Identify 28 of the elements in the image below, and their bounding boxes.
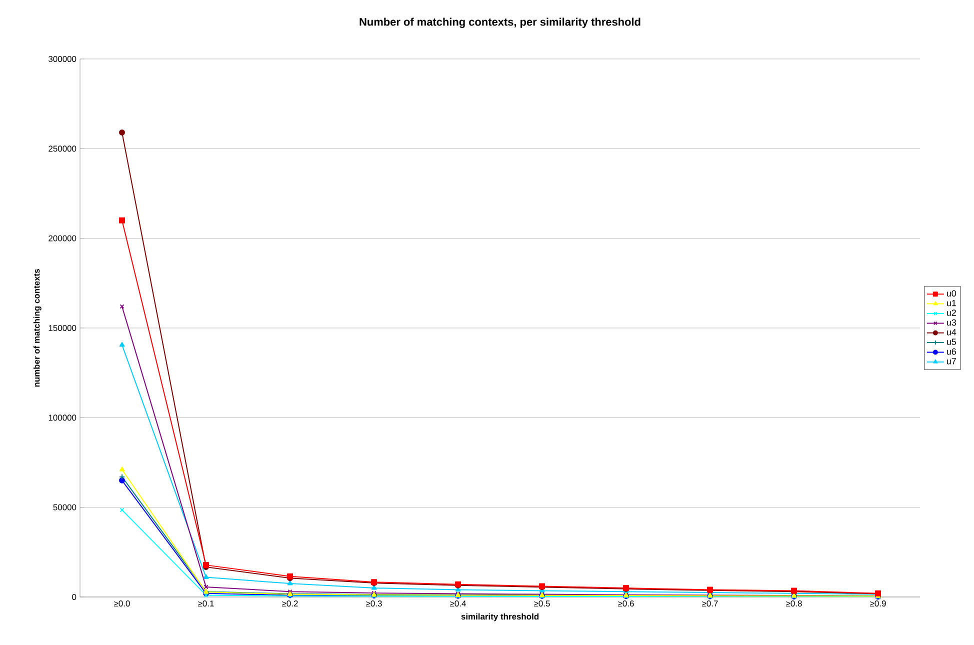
x-tick-label: ≥0.5 [534, 600, 550, 606]
legend-label: u6 [947, 348, 956, 355]
legend-label: u5 [947, 338, 956, 345]
y-axis-title: number of matching contexts [33, 269, 42, 387]
x-tick-label: ≥0.3 [366, 600, 382, 606]
legend-label: u4 [947, 329, 956, 336]
y-tick-label: 300000 [48, 56, 76, 62]
x-tick-label: ≥0.0 [114, 600, 130, 606]
x-tick-label: ≥0.7 [702, 600, 718, 606]
x-tick-label: ≥0.4 [450, 600, 466, 606]
legend-label: u7 [947, 358, 956, 364]
y-tick-label: 0 [72, 594, 76, 600]
y-tick-label: 200000 [48, 235, 76, 242]
x-tick-label: ≥0.8 [786, 600, 802, 606]
x-tick-label: ≥0.6 [618, 600, 634, 606]
legend-label: u0 [947, 290, 956, 297]
legend-label: u2 [947, 310, 956, 316]
legend-label: u1 [947, 300, 956, 306]
x-tick-label: ≥0.2 [282, 600, 298, 606]
y-tick-label: 250000 [48, 146, 76, 152]
y-tick-label: 100000 [48, 414, 76, 421]
y-tick-label: 150000 [48, 324, 76, 331]
y-tick-label: 50000 [53, 504, 76, 510]
x-tick-label: ≥0.9 [870, 600, 886, 606]
x-tick-label: ≥0.1 [198, 600, 214, 606]
legend-label: u3 [947, 319, 956, 326]
x-axis-title: similarity threshold [461, 613, 538, 622]
chart-title: Number of matching contexts, per similarity threshold [360, 18, 640, 28]
